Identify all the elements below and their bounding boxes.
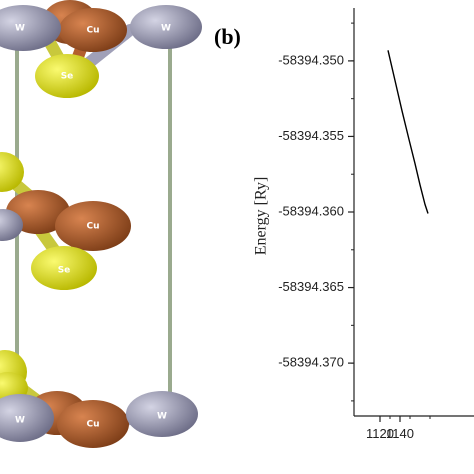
- series-line: [387, 50, 429, 214]
- atom-w: [0, 209, 23, 241]
- y-tick-label: -58394.370: [278, 355, 344, 370]
- atom-label: Se: [61, 72, 74, 82]
- atom-label: Cu: [86, 26, 99, 36]
- atom-label: Cu: [86, 222, 99, 232]
- atom-cu: Cu: [57, 400, 129, 448]
- chart: -58394.350 -58394.355 -58394.360 -58394.365…: [253, 8, 474, 441]
- x-tick-label: 1120: [366, 426, 394, 441]
- atom-w: W: [0, 5, 61, 51]
- atom-se: Se: [31, 246, 97, 290]
- y-tick-label: -58394.350: [278, 52, 344, 67]
- atom-label: Se: [58, 266, 71, 276]
- atom-label: W: [15, 24, 25, 34]
- atom-label: Cu: [86, 420, 99, 430]
- atom-cu: Cu: [59, 8, 127, 52]
- atom-w: W: [0, 394, 54, 442]
- y-tick-label: -58394.360: [278, 203, 344, 218]
- y-axis-label: Energy [Ry]: [253, 177, 270, 256]
- atom-w: W: [130, 5, 202, 49]
- series-group: [387, 50, 429, 214]
- crystal-structure: Cu W W Se Cu Se: [0, 0, 202, 448]
- atom-cu: Cu: [55, 201, 131, 251]
- atom-se: Se: [35, 54, 99, 98]
- panel-label: (b): [214, 24, 241, 49]
- atom-se: [0, 152, 24, 192]
- y-tick-label: -58394.355: [278, 128, 344, 143]
- atom-label: W: [15, 416, 25, 426]
- atom-w: W: [126, 391, 198, 437]
- atom-label: W: [157, 412, 167, 422]
- x-tick-label: 1140: [386, 426, 414, 441]
- atom-label: W: [161, 24, 171, 34]
- y-ticks: -58394.350 -58394.355 -58394.360 -58394.365…: [278, 22, 354, 402]
- y-tick-label: -58394.365: [278, 279, 344, 294]
